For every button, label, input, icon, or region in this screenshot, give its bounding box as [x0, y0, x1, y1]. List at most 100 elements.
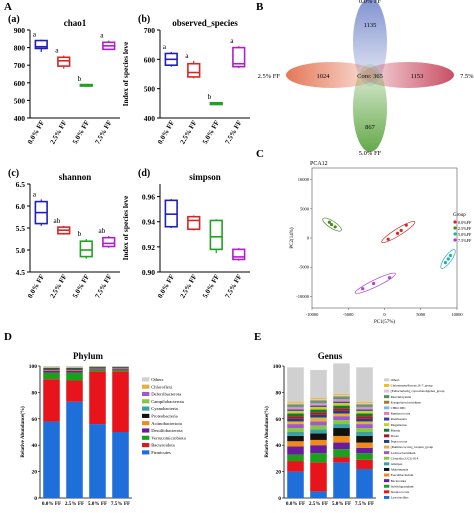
legend-label: Romboutsia: [391, 417, 407, 421]
significance-letter: b: [78, 74, 82, 83]
x-tick-label: 2.5% FF: [309, 501, 328, 507]
box: [187, 215, 201, 231]
y-tick-label: 20: [32, 470, 38, 476]
bar-segment: [43, 366, 60, 368]
bar-segment: [66, 369, 83, 371]
bar-segment: [43, 379, 60, 422]
bar-segment: [333, 408, 350, 411]
bar-segment: [356, 442, 373, 448]
legend-label: Ruminococcus: [391, 412, 411, 416]
x-tick-label: -10000: [306, 312, 319, 317]
bar-segment: [356, 402, 373, 405]
y-tick-label: 0.96: [142, 193, 155, 202]
bar-segment: [89, 424, 106, 498]
x-tick-label: 2.5% FF: [65, 501, 84, 507]
x-tick-label: 7.5% FF: [94, 119, 114, 146]
y-tick-label: 100: [29, 364, 38, 370]
venn-set-label: 5.0% FF: [359, 150, 382, 157]
bar-segment: [333, 393, 350, 396]
bar-segment: [333, 410, 350, 414]
bar-segment: [333, 435, 350, 443]
bar-segment: [356, 432, 373, 436]
bar-segment: [287, 416, 304, 419]
bar-segment: [287, 435, 304, 442]
legend-label: Bacteroides: [391, 479, 407, 483]
bar-segment: [333, 416, 350, 421]
venn-diagram: 0.0% FF 1135 7.5% FF 1153 5.0% FF 867 2.5% FF 1…: [258, 0, 474, 157]
bar-segment: [43, 421, 60, 498]
legend-marker: [453, 220, 457, 224]
panel-label-b: (b): [138, 14, 150, 25]
bar-segment: [356, 409, 373, 411]
chart-title: shannon: [59, 172, 92, 182]
legend-swatch: [384, 378, 390, 382]
y-tick-label: 700: [14, 61, 26, 70]
bar-segment: [112, 368, 129, 369]
x-tick-label: 0: [383, 312, 386, 317]
x-tick-label: -5000: [343, 312, 354, 317]
y-tick-label: 80: [276, 390, 282, 396]
bar-segment: [356, 367, 373, 402]
legend-label: Others: [151, 377, 163, 382]
bar-segment: [333, 400, 350, 402]
box: [79, 240, 93, 258]
data-point: [448, 253, 453, 258]
bar-segment: [333, 405, 350, 409]
bar-segment: [287, 404, 304, 406]
venn-count: 1135: [364, 22, 377, 29]
significance-letter: b: [78, 229, 82, 238]
significance-letter: a: [33, 189, 37, 198]
bar-segment: [356, 459, 373, 469]
bar-segment: [310, 491, 327, 498]
legend-swatch: [384, 434, 390, 438]
legend-label: Actinobacteriota: [151, 421, 182, 426]
bar-segment: [333, 462, 350, 498]
legend-swatch: [384, 411, 390, 415]
legend-label: Campilobacterota: [151, 399, 184, 404]
legend-swatch: [142, 421, 150, 426]
bar-segment: [333, 396, 350, 398]
bar-segment: [287, 446, 304, 455]
bar-segment: [333, 424, 350, 429]
bar-segment: [287, 418, 304, 422]
legend-swatch: [384, 406, 390, 410]
y-tick-label: 60: [32, 417, 38, 423]
bar-segment: [287, 428, 304, 432]
x-tick-label: 0.0% FF: [26, 273, 46, 300]
y-tick-label: 700: [144, 26, 156, 35]
legend-label: 7.5%FF: [458, 238, 472, 243]
x-tick-label: 7.5% FF: [224, 119, 244, 146]
bar-segment: [310, 404, 327, 406]
bar-segment: [89, 368, 106, 370]
significance-letter: ab: [98, 226, 105, 235]
data-point: [395, 231, 400, 235]
legend-label: Faecalibacterium: [391, 473, 414, 477]
legend-label: Desulfobacterota: [151, 428, 182, 433]
legend-swatch: [142, 377, 150, 382]
panel-label-a: (a): [8, 14, 20, 25]
legend-label: [Ruminococcus]_torques_group: [391, 445, 434, 449]
box: [187, 62, 201, 78]
legend-marker: [453, 232, 457, 236]
bar-segment: [43, 372, 60, 380]
bar-segment: [333, 413, 350, 417]
data-point: [404, 223, 408, 227]
bar-segment: [310, 409, 327, 413]
y-tick-label: 4.5: [16, 268, 26, 277]
venn-ellipse-left: [286, 62, 378, 88]
legend-label: Clostridia_UCG-014: [391, 456, 419, 460]
bar-segment: [356, 408, 373, 410]
bar-segment: [287, 402, 304, 405]
bar-segment: [287, 367, 304, 402]
y-tick-label: 400: [14, 114, 26, 123]
legend-label: Erysipelatoclostridium: [391, 400, 421, 404]
significance-letter: a: [185, 51, 189, 60]
confidence-ellipse: [381, 221, 416, 244]
legend-swatch: [384, 439, 390, 443]
x-tick-label: 2.5% FF: [179, 119, 199, 146]
bar-segment: [43, 369, 60, 371]
y-tick-label: -10000: [296, 294, 309, 299]
genus-stacked-bar-chart: Genus 0 20 40 60 80 100 Relative Abundance(%) 0.…: [265, 351, 445, 507]
bar-segment: [356, 418, 373, 422]
box: [232, 248, 246, 261]
